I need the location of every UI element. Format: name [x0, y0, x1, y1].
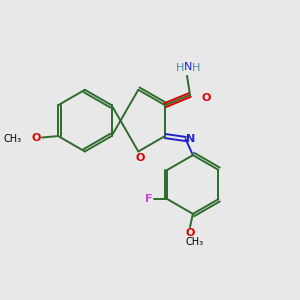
- Text: O: O: [32, 133, 41, 142]
- Text: N: N: [184, 62, 192, 72]
- Text: H: H: [176, 63, 184, 73]
- Text: CH₃: CH₃: [3, 134, 22, 144]
- Text: CH₃: CH₃: [185, 237, 203, 248]
- Text: O: O: [201, 93, 211, 103]
- Text: F: F: [145, 194, 152, 204]
- Text: O: O: [135, 153, 145, 163]
- Text: O: O: [185, 228, 195, 238]
- Text: H: H: [192, 63, 200, 73]
- Text: N: N: [186, 134, 196, 144]
